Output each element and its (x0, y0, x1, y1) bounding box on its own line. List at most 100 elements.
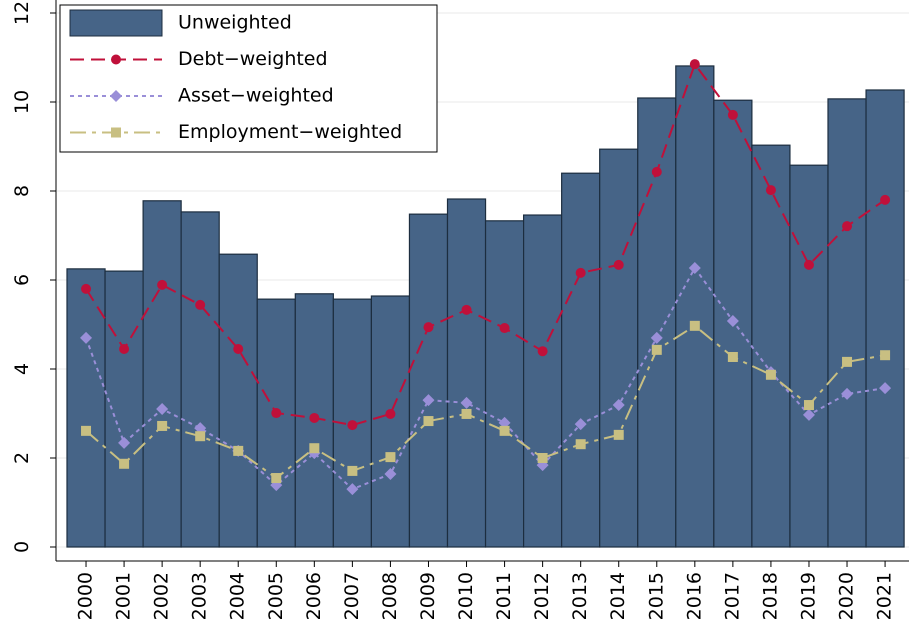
x-tick-label: 2002 (151, 572, 173, 620)
marker (81, 425, 92, 436)
marker (726, 314, 739, 327)
y-tick-label: 8 (11, 185, 33, 197)
marker (119, 458, 130, 469)
bar (599, 148, 639, 548)
marker (612, 399, 625, 412)
x-tick-label: 2018 (759, 572, 781, 620)
marker (346, 483, 359, 496)
marker (309, 443, 320, 454)
marker (461, 408, 472, 419)
marker (111, 54, 121, 65)
legend-label: Asset−weighted (178, 85, 334, 107)
marker (574, 418, 587, 431)
marker (157, 420, 168, 431)
marker (119, 343, 130, 354)
marker (118, 436, 131, 449)
marker (195, 431, 206, 442)
bar (142, 200, 182, 548)
marker (880, 350, 891, 361)
marker (575, 267, 586, 278)
legend-label: Employment−weighted (178, 121, 402, 143)
marker (271, 408, 282, 419)
line (85, 266, 886, 491)
bar (522, 214, 563, 548)
marker (423, 322, 434, 333)
bar (66, 268, 106, 548)
marker (423, 416, 434, 427)
y-tick-label: 2 (11, 452, 33, 464)
y-tick-label: 4 (11, 363, 33, 375)
marker (765, 185, 776, 196)
legend-swatch (69, 9, 163, 37)
bar (561, 172, 601, 548)
marker (651, 344, 662, 355)
marker (384, 468, 397, 481)
marker (802, 408, 815, 421)
marker (385, 452, 396, 463)
legend: Unweighted Debt−weighted Asset−weighted Emp… (59, 4, 438, 153)
x-tick-label: 2004 (227, 572, 249, 620)
x-tick-label: 2021 (874, 572, 896, 620)
marker (689, 320, 700, 331)
marker (195, 299, 206, 310)
marker (233, 343, 244, 354)
bar (675, 65, 715, 548)
x-tick-label: 2000 (75, 572, 97, 620)
x-tick-label: 2019 (797, 572, 819, 620)
marker (879, 382, 892, 395)
line (85, 62, 886, 427)
marker (81, 283, 92, 294)
x-tick-label: 2006 (303, 572, 325, 620)
bar (218, 253, 258, 548)
x-tick-label: 2012 (531, 572, 553, 620)
x-tick-label: 2013 (569, 572, 591, 620)
y-tick-label: 12 (11, 1, 33, 25)
marker (80, 331, 93, 344)
x-tick-label: 2015 (645, 572, 667, 620)
marker (537, 346, 548, 357)
marker (688, 261, 701, 274)
x-tick-label: 2008 (379, 572, 401, 620)
marker (803, 259, 814, 270)
y-tick-label: 0 (11, 541, 33, 553)
marker (233, 445, 244, 456)
bar (789, 164, 829, 548)
marker (422, 394, 435, 407)
bar (256, 298, 296, 548)
bar (446, 198, 487, 548)
bar (637, 97, 677, 548)
y-tick-label: 10 (11, 90, 33, 114)
x-tick-label: 2011 (493, 572, 515, 620)
legend-label: Debt−weighted (178, 48, 328, 70)
marker (499, 425, 510, 436)
x-tick-label: 2001 (113, 572, 135, 620)
marker (880, 194, 891, 205)
marker (461, 304, 472, 315)
marker (613, 259, 624, 270)
marker (157, 279, 168, 290)
marker (347, 420, 358, 431)
x-tick-label: 2005 (265, 572, 287, 620)
marker (650, 331, 663, 344)
bar (180, 211, 220, 548)
x-tick-label: 2009 (417, 572, 439, 620)
marker (194, 422, 207, 435)
marker (111, 127, 121, 138)
marker (271, 473, 282, 484)
marker (803, 400, 814, 411)
bar (865, 89, 905, 548)
marker (110, 90, 122, 102)
marker (651, 166, 662, 177)
bar (751, 144, 791, 548)
legend-label: Unweighted (178, 12, 292, 34)
marker (460, 396, 473, 409)
marker (727, 109, 738, 120)
marker (575, 439, 586, 450)
y-tick-label: 6 (11, 274, 33, 286)
marker (841, 387, 854, 400)
marker (347, 465, 358, 476)
x-tick-label: 2003 (189, 572, 211, 620)
bar (104, 270, 144, 548)
marker (309, 412, 320, 423)
